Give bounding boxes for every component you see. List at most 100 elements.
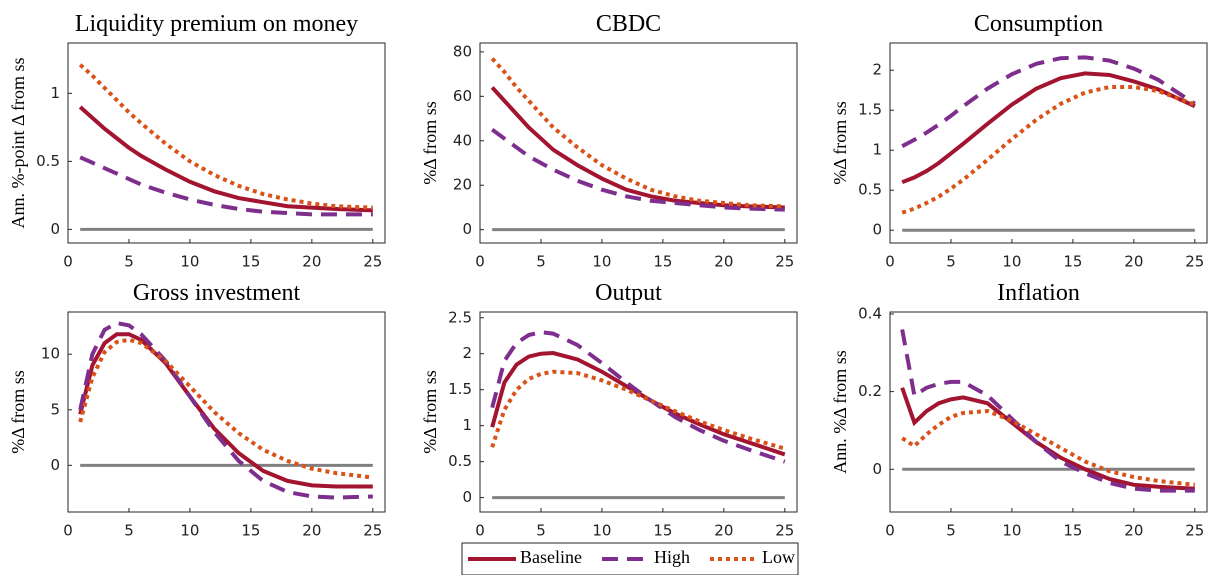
y-tick-label: 0 — [50, 220, 60, 238]
y-axis-label: Ann. %Δ from ss — [830, 350, 850, 474]
series-line — [490, 330, 786, 464]
y-tick-label: 1 — [462, 416, 472, 434]
chart-title: Consumption — [974, 11, 1103, 37]
x-tick-label: 20 — [302, 253, 321, 271]
series-line — [78, 321, 373, 500]
plot-area — [68, 43, 385, 243]
series-line — [900, 329, 1195, 493]
y-axis-label: %Δ from ss — [420, 370, 440, 454]
x-tick-label: 20 — [714, 522, 733, 540]
legend-label: Baseline — [520, 547, 582, 567]
x-tick-label: 25 — [1185, 522, 1204, 540]
axes-box — [479, 42, 798, 244]
series-line — [490, 369, 786, 451]
y-tick-label: 0.5 — [36, 152, 60, 170]
series-line — [901, 71, 1196, 185]
x-tick-label: 15 — [653, 522, 672, 540]
x-tick-label: 25 — [1185, 253, 1204, 271]
x-tick-label: 25 — [363, 522, 382, 540]
chart-title: Liquidity premium on money — [75, 11, 358, 37]
x-tick-label: 20 — [1124, 253, 1143, 271]
series-line — [490, 57, 785, 209]
series-line — [79, 155, 373, 217]
x-tick-label: 5 — [536, 522, 546, 540]
y-axis-label: %Δ from ss — [830, 101, 850, 185]
y-tick-label: 1 — [872, 141, 882, 159]
axes-box — [479, 311, 798, 513]
y-tick-label: 0 — [872, 221, 882, 239]
x-tick-label: 15 — [1063, 253, 1082, 271]
y-tick-label: 0.4 — [858, 304, 882, 322]
chart-title: Gross investment — [133, 280, 301, 306]
x-tick-label: 0 — [63, 522, 73, 540]
y-axis-label: %Δ from ss — [8, 370, 28, 454]
y-tick-label: 0 — [462, 488, 472, 506]
y-tick-label: 40 — [453, 131, 472, 149]
series-line — [78, 337, 374, 480]
y-tick-label: 1.5 — [858, 101, 882, 119]
plot-area — [480, 43, 797, 243]
y-tick-label: 80 — [453, 42, 472, 60]
plot-area — [68, 312, 385, 512]
y-tick-label: 1.5 — [448, 380, 472, 398]
x-tick-label: 5 — [124, 253, 134, 271]
y-tick-label: 0 — [462, 220, 472, 238]
x-tick-label: 10 — [180, 253, 199, 271]
y-tick-label: 10 — [41, 345, 60, 363]
x-tick-label: 20 — [714, 253, 733, 271]
y-tick-label: 5 — [50, 400, 60, 418]
chart-title: Output — [595, 280, 662, 306]
x-tick-label: 15 — [1063, 522, 1082, 540]
y-tick-label: 0.5 — [448, 452, 472, 470]
legend: Baseline High Low — [461, 542, 799, 575]
series-line — [490, 350, 786, 457]
y-tick-label: 2 — [872, 61, 882, 79]
plot-area — [890, 312, 1207, 512]
legend-label: Low — [762, 547, 795, 567]
axes-box — [67, 42, 386, 244]
x-tick-label: 15 — [241, 522, 260, 540]
x-tick-label: 10 — [1002, 253, 1021, 271]
chart-title: CBDC — [596, 11, 661, 37]
x-tick-label: 10 — [592, 253, 611, 271]
y-tick-label: 20 — [453, 176, 472, 194]
x-tick-label: 0 — [475, 522, 485, 540]
x-tick-label: 10 — [180, 522, 199, 540]
series-line — [901, 55, 1196, 148]
series-line — [78, 105, 373, 213]
y-tick-label: 1 — [50, 84, 60, 102]
x-tick-label: 0 — [63, 253, 73, 271]
x-tick-label: 0 — [885, 253, 895, 271]
x-tick-label: 5 — [124, 522, 134, 540]
series-line — [901, 408, 1196, 487]
x-tick-label: 25 — [775, 522, 794, 540]
plot-area — [890, 43, 1207, 243]
chart-title: Inflation — [997, 280, 1080, 306]
x-tick-label: 20 — [302, 522, 321, 540]
y-tick-label: 0 — [872, 460, 882, 478]
x-tick-label: 0 — [475, 253, 485, 271]
x-tick-label: 0 — [885, 522, 895, 540]
axes-box — [889, 311, 1208, 513]
x-tick-label: 5 — [536, 253, 546, 271]
series-line — [78, 63, 373, 210]
x-tick-label: 20 — [1124, 522, 1143, 540]
axes-box — [889, 42, 1208, 244]
y-axis-label: Ann. %-point Δ from ss — [8, 57, 28, 228]
y-tick-label: 0.2 — [858, 382, 882, 400]
x-tick-label: 5 — [946, 522, 956, 540]
y-axis-label: %Δ from ss — [420, 101, 440, 185]
y-tick-label: 0 — [50, 456, 60, 474]
y-tick-label: 2 — [462, 344, 472, 362]
x-tick-label: 15 — [653, 253, 672, 271]
legend-label: High — [654, 547, 690, 567]
x-tick-label: 5 — [946, 253, 956, 271]
y-tick-label: 2.5 — [448, 308, 472, 326]
series-line — [490, 86, 785, 210]
y-tick-label: 60 — [453, 87, 472, 105]
axes-box — [67, 311, 386, 513]
y-tick-label: 0.5 — [858, 181, 882, 199]
x-tick-label: 25 — [363, 253, 382, 271]
x-tick-label: 25 — [775, 253, 794, 271]
